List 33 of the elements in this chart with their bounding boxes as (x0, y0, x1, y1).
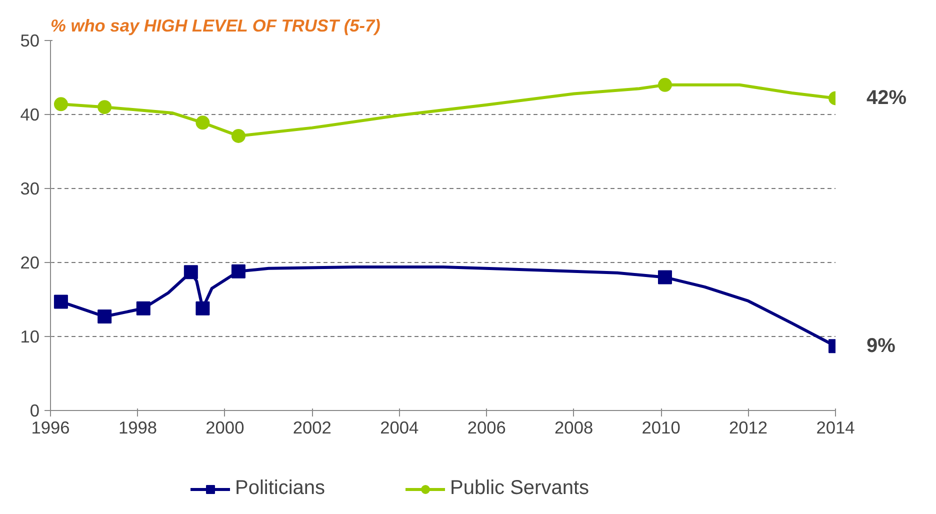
x-tick-label: 2002 (292, 418, 332, 438)
x-tick-label: 2008 (554, 418, 594, 438)
y-tick-label: 10 (20, 326, 40, 346)
y-tick-label: 20 (20, 252, 40, 272)
point (196, 301, 210, 316)
x-tick-label: 2006 (467, 418, 506, 438)
data-label: 9% (866, 335, 896, 358)
legend-label: Public Servants (450, 477, 590, 500)
point (658, 78, 672, 92)
point (98, 100, 112, 114)
x-tick-label: 2012 (729, 418, 768, 438)
y-tick-label: 30 (20, 178, 40, 198)
data-label: 42% (866, 87, 907, 110)
point (184, 265, 198, 280)
point (136, 301, 150, 316)
point (54, 294, 68, 309)
x-tick-label: 2014 (816, 418, 856, 438)
point (231, 128, 246, 143)
x-tick-label: 2010 (642, 418, 680, 438)
point (98, 310, 112, 324)
point (231, 264, 246, 278)
point (54, 97, 68, 112)
y-tick-label: 40 (20, 104, 40, 124)
x-tick-label: 2000 (206, 418, 244, 438)
point (196, 116, 210, 130)
point (658, 270, 672, 284)
chart-title: % who say HIGH LEVEL OF TRUST (5-7) (50, 16, 381, 36)
x-tick-label: 2004 (380, 418, 420, 438)
x-tick-label: 1996 (31, 418, 70, 438)
x-tick-label: 1998 (118, 418, 158, 438)
y-tick-label: 50 (20, 30, 40, 50)
y-tick-label: 0 (30, 400, 40, 420)
legend-label: Politicians (235, 477, 326, 500)
